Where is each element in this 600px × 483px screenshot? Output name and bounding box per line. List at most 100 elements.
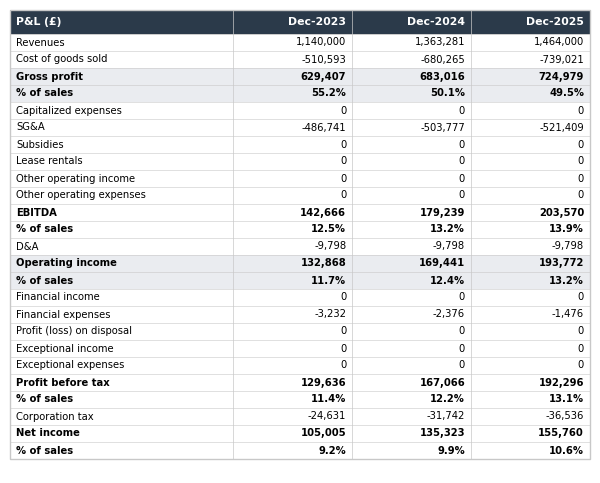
Text: Other operating income: Other operating income — [16, 173, 135, 184]
Text: 132,868: 132,868 — [301, 258, 346, 269]
Bar — [10, 85, 590, 102]
Text: 13.2%: 13.2% — [430, 225, 465, 235]
Text: -9,798: -9,798 — [314, 242, 346, 252]
Text: Financial expenses: Financial expenses — [16, 310, 110, 319]
Text: 11.4%: 11.4% — [311, 395, 346, 404]
Bar — [352, 10, 471, 34]
Text: 155,760: 155,760 — [538, 428, 584, 439]
Text: 0: 0 — [340, 293, 346, 302]
Text: 0: 0 — [459, 105, 465, 115]
Text: -680,265: -680,265 — [421, 55, 465, 65]
Bar — [10, 425, 590, 442]
Text: -9,798: -9,798 — [552, 242, 584, 252]
Text: % of sales: % of sales — [16, 225, 73, 235]
Text: 0: 0 — [459, 190, 465, 200]
Bar — [10, 187, 590, 204]
Text: 0: 0 — [578, 360, 584, 370]
Text: 105,005: 105,005 — [301, 428, 346, 439]
Text: 0: 0 — [459, 343, 465, 354]
Text: 0: 0 — [459, 156, 465, 167]
Text: 129,636: 129,636 — [301, 378, 346, 387]
Text: 0: 0 — [459, 293, 465, 302]
Text: 55.2%: 55.2% — [311, 88, 346, 99]
Text: -510,593: -510,593 — [301, 55, 346, 65]
Text: % of sales: % of sales — [16, 275, 73, 285]
Text: Exceptional expenses: Exceptional expenses — [16, 360, 124, 370]
Text: -24,631: -24,631 — [308, 412, 346, 422]
Text: EBITDA: EBITDA — [16, 208, 57, 217]
Text: Net income: Net income — [16, 428, 80, 439]
Text: 11.7%: 11.7% — [311, 275, 346, 285]
Text: 0: 0 — [578, 327, 584, 337]
Text: 1,140,000: 1,140,000 — [296, 38, 346, 47]
Text: 0: 0 — [340, 140, 346, 150]
Text: 0: 0 — [340, 360, 346, 370]
Text: 12.5%: 12.5% — [311, 225, 346, 235]
Text: 0: 0 — [459, 327, 465, 337]
Bar — [10, 306, 590, 323]
Bar — [10, 119, 590, 136]
Text: 179,239: 179,239 — [420, 208, 465, 217]
Text: Dec-2024: Dec-2024 — [407, 17, 465, 27]
Bar — [10, 34, 590, 51]
Text: 0: 0 — [340, 173, 346, 184]
Text: Financial income: Financial income — [16, 293, 100, 302]
Bar — [10, 51, 590, 68]
Text: 142,666: 142,666 — [300, 208, 346, 217]
Text: 167,066: 167,066 — [419, 378, 465, 387]
Text: Profit (loss) on disposal: Profit (loss) on disposal — [16, 327, 132, 337]
Text: -3,232: -3,232 — [314, 310, 346, 319]
Text: 13.1%: 13.1% — [549, 395, 584, 404]
Bar — [10, 340, 590, 357]
Text: Corporation tax: Corporation tax — [16, 412, 94, 422]
Text: 0: 0 — [578, 293, 584, 302]
Bar — [10, 272, 590, 289]
Text: 10.6%: 10.6% — [549, 445, 584, 455]
Text: Exceptional income: Exceptional income — [16, 343, 113, 354]
Text: 13.2%: 13.2% — [549, 275, 584, 285]
Text: Dec-2023: Dec-2023 — [288, 17, 346, 27]
Text: 0: 0 — [459, 173, 465, 184]
Text: -9,798: -9,798 — [433, 242, 465, 252]
Text: 9.9%: 9.9% — [437, 445, 465, 455]
Text: -1,476: -1,476 — [552, 310, 584, 319]
Text: 0: 0 — [459, 360, 465, 370]
Text: Other operating expenses: Other operating expenses — [16, 190, 146, 200]
Text: P&L (£): P&L (£) — [16, 17, 61, 27]
Text: Cost of goods sold: Cost of goods sold — [16, 55, 107, 65]
Text: Profit before tax: Profit before tax — [16, 378, 110, 387]
Text: 192,296: 192,296 — [539, 378, 584, 387]
Text: 0: 0 — [459, 140, 465, 150]
Text: 0: 0 — [340, 156, 346, 167]
Text: 49.5%: 49.5% — [549, 88, 584, 99]
Text: Operating income: Operating income — [16, 258, 117, 269]
Bar — [10, 289, 590, 306]
Text: Capitalized expenses: Capitalized expenses — [16, 105, 122, 115]
Text: Gross profit: Gross profit — [16, 71, 83, 82]
Text: 683,016: 683,016 — [419, 71, 465, 82]
Text: 0: 0 — [578, 190, 584, 200]
Bar — [10, 357, 590, 374]
Bar — [10, 374, 590, 391]
Text: 0: 0 — [578, 156, 584, 167]
Text: 0: 0 — [578, 140, 584, 150]
Text: 1,464,000: 1,464,000 — [534, 38, 584, 47]
Text: Revenues: Revenues — [16, 38, 65, 47]
Text: -486,741: -486,741 — [302, 123, 346, 132]
Bar — [10, 323, 590, 340]
Bar — [10, 255, 590, 272]
Bar — [10, 221, 590, 238]
Text: Dec-2025: Dec-2025 — [526, 17, 584, 27]
Text: % of sales: % of sales — [16, 88, 73, 99]
Text: 0: 0 — [578, 173, 584, 184]
Text: 0: 0 — [578, 343, 584, 354]
Text: % of sales: % of sales — [16, 445, 73, 455]
Text: -739,021: -739,021 — [539, 55, 584, 65]
Text: D&A: D&A — [16, 242, 38, 252]
Text: 724,979: 724,979 — [539, 71, 584, 82]
Text: % of sales: % of sales — [16, 395, 73, 404]
Text: -503,777: -503,777 — [421, 123, 465, 132]
Text: 169,441: 169,441 — [419, 258, 465, 269]
Text: 0: 0 — [578, 105, 584, 115]
Text: 203,570: 203,570 — [539, 208, 584, 217]
